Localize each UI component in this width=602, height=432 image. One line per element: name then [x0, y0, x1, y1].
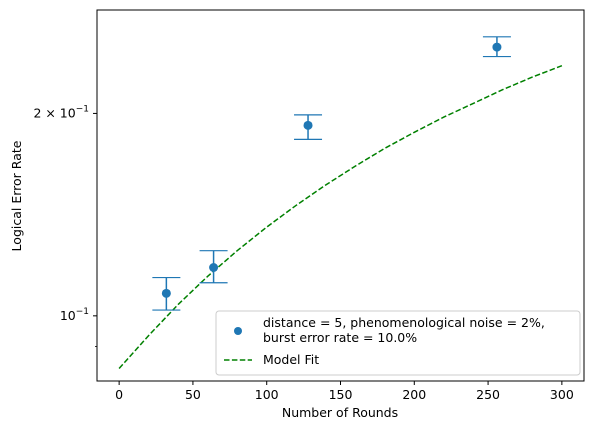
y-axis: 10−1 2 × 10−1	[33, 104, 97, 348]
x-axis-label: Number of Rounds	[282, 405, 398, 420]
legend: distance = 5, phenomenological noise = 2…	[215, 310, 581, 376]
x-tick-label: 50	[185, 387, 201, 402]
data-point	[492, 42, 502, 52]
legend-label-measured-line1: distance = 5, phenomenological noise = 2…	[263, 315, 545, 330]
legend-marker-measured	[234, 327, 242, 335]
legend-label-model-fit: Model Fit	[263, 352, 319, 367]
plot-area	[118, 36, 563, 370]
legend-frame	[215, 310, 581, 376]
y-tick-label: 2 × 10−1	[33, 104, 89, 120]
x-tick-label: 100	[255, 387, 279, 402]
model-fit-line	[118, 65, 563, 370]
x-tick-label: 0	[115, 387, 123, 402]
y-tick-label: 10−1	[60, 307, 89, 323]
data-point	[209, 263, 219, 273]
x-axis: 0 50 100 150 200 250 300	[115, 381, 574, 402]
x-tick-label: 300	[550, 387, 574, 402]
x-tick-label: 250	[476, 387, 500, 402]
data-point	[161, 288, 171, 298]
x-tick-label: 200	[402, 387, 426, 402]
data-point	[303, 120, 313, 130]
y-axis-label: Logical Error Rate	[9, 140, 24, 251]
x-tick-label: 150	[329, 387, 353, 402]
legend-label-measured-line2: burst error rate = 10.0%	[263, 330, 417, 345]
